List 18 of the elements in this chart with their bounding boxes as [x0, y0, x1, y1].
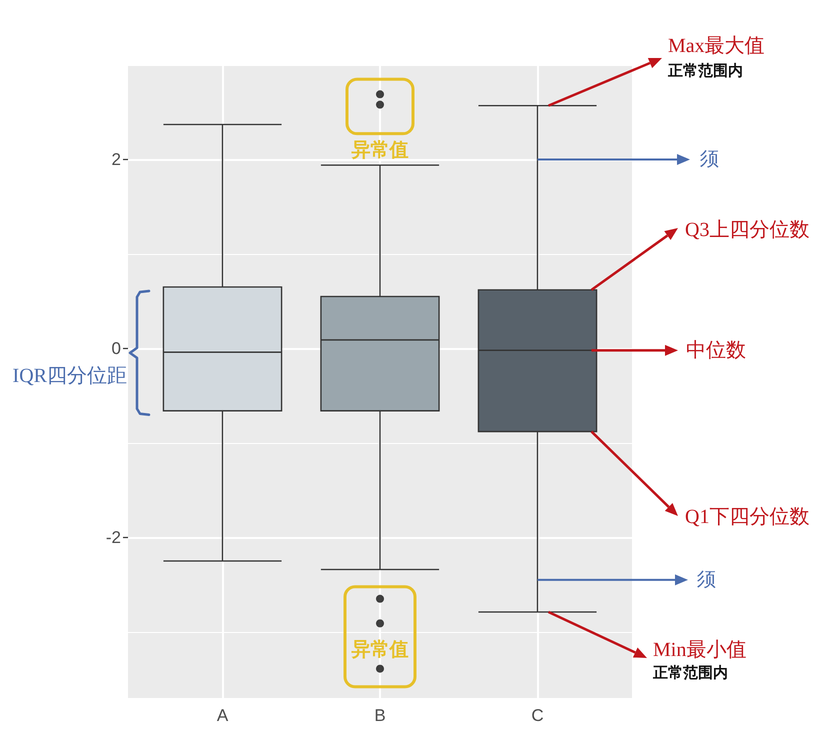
x-tick-label: B [374, 706, 386, 725]
x-tick-label: C [531, 706, 544, 725]
annotation: 须 [700, 148, 719, 170]
annotation: 异常值 [350, 638, 408, 660]
y-tick-label: -2 [106, 528, 121, 547]
text: Q3上四分位数 [685, 219, 810, 241]
x-tick-label: A [216, 706, 229, 725]
text: 正常范围内 [652, 664, 728, 682]
text: 中位数 [686, 339, 746, 362]
annotation: 异常值 [350, 139, 408, 162]
text: Min最小值 [653, 639, 746, 661]
annotation: 须 [697, 569, 716, 590]
y-tick-label: 2 [112, 150, 121, 169]
text: 正常范围内 [667, 62, 743, 80]
text: Q1下四分位数 [685, 506, 810, 528]
y-tick-label: 0 [112, 338, 121, 358]
text: IQR四分位距 [12, 365, 127, 387]
text: Max最大值 [668, 35, 765, 57]
